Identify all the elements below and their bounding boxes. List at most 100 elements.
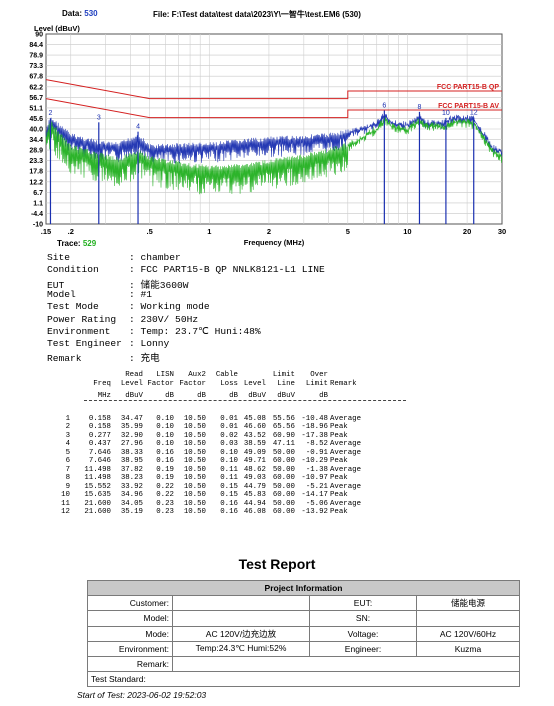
info-row: Remark : 充电 <box>47 350 160 364</box>
section-header: Project Information <box>87 579 520 597</box>
cell-over: -5.21 <box>305 482 328 491</box>
y-tick-label: 84.4 <box>29 42 43 49</box>
data-label: Data: <box>62 9 83 18</box>
column-unit: dBuV <box>248 392 266 400</box>
eut-value: 储能电源 <box>416 595 520 612</box>
column-header: Limit <box>305 380 328 388</box>
info-key: Remark <box>47 353 82 365</box>
info-row: Condition: FCC PART15-B QP NNLK8121-L1 L… <box>47 264 325 275</box>
peak-markers: 2 3 4 6 8 10 12 <box>49 103 478 224</box>
cell-aux: 10.50 <box>183 474 206 483</box>
cell-level: 38.59 <box>243 440 266 449</box>
cell-no: 2 <box>65 423 70 432</box>
cell-over: -17.38 <box>301 431 328 440</box>
environment-value: Temp:24.3℃ Humi:52% <box>172 640 310 657</box>
column-unit: MHz <box>97 392 111 400</box>
test-standard-row: Test Standard: <box>87 671 520 688</box>
cell-aux: 10.50 <box>183 499 206 508</box>
cell-limit: 60.00 <box>272 457 295 466</box>
cell-lisn: 0.23 <box>156 499 174 508</box>
x-tick-label: 1 <box>207 227 211 236</box>
cell-over: -8.52 <box>305 440 328 449</box>
y-tick-label: 34.4 <box>29 137 43 144</box>
header-divider <box>84 400 406 401</box>
cell-remark: Peak <box>330 423 348 432</box>
cell-freq: 0.158 <box>88 423 111 432</box>
cell-cable: 0.02 <box>220 431 238 440</box>
cell-level: 45.08 <box>243 415 266 423</box>
info-value: : 230V/ 50Hz <box>129 313 199 325</box>
info-key: Test Mode <box>47 301 99 313</box>
cell-level: 44.79 <box>243 482 266 491</box>
info-value: : Temp: 23.7℃ Huni:48% <box>129 325 261 337</box>
cell-aux: 10.50 <box>183 440 206 449</box>
info-key: EUT <box>47 279 65 291</box>
column-unit: dB <box>165 392 174 400</box>
cell-lisn: 0.23 <box>156 507 174 516</box>
cell-read: 27.96 <box>120 440 143 449</box>
cell-cable: 0.10 <box>220 457 238 466</box>
info-value: : chamber <box>129 252 181 263</box>
cell-freq: 21.600 <box>84 499 111 508</box>
info-row: Environment : Temp: 23.7℃ Huni:48% <box>47 326 261 337</box>
mode-value: AC 120V/边充边放 <box>172 625 310 642</box>
info-row: EUT: 储能3600W <box>47 277 189 291</box>
column-header: Remark <box>330 380 357 388</box>
cell-remark: Average <box>330 440 362 449</box>
cell-cable: 0.16 <box>220 507 238 516</box>
y-tick-label: -4.4 <box>31 211 43 218</box>
cell-remark: Average <box>330 482 362 491</box>
cell-no: 10 <box>61 491 70 500</box>
info-value: : 充电 <box>129 353 160 365</box>
cell-level: 43.52 <box>243 431 266 440</box>
cell-remark: Peak <box>330 474 348 483</box>
marker-label: 4 <box>136 124 140 131</box>
info-key: Power Rating <box>47 313 117 325</box>
trace-line <box>45 116 503 195</box>
marker-label: 12 <box>470 109 478 116</box>
info-key: Model <box>47 288 76 300</box>
column-header: Read <box>125 371 143 379</box>
marker-label: 3 <box>97 114 101 121</box>
cell-cable: 0.10 <box>220 448 238 457</box>
cell-no: 9 <box>65 482 70 491</box>
cell-no: 4 <box>65 440 70 449</box>
cell-level: 48.62 <box>243 465 266 474</box>
file-path: File: F:\Test data\test data\2023\Y\一智牛\… <box>153 10 361 19</box>
cell-limit: 50.00 <box>272 482 295 491</box>
cell-level: 44.94 <box>243 499 266 508</box>
info-row: Model: #1 <box>47 289 152 300</box>
cell-level: 49.71 <box>243 457 266 466</box>
cell-level: 45.83 <box>243 491 266 500</box>
cell-no: 5 <box>65 448 70 457</box>
cell-level: 49.09 <box>243 448 266 457</box>
y-tick-label: 62.2 <box>29 84 43 91</box>
cell-over: -10.48 <box>301 415 328 423</box>
cell-cable: 0.15 <box>220 491 238 500</box>
customer-label: Customer: <box>87 595 173 612</box>
column-header: Factor <box>179 380 206 388</box>
report-title: Test Report <box>238 556 316 572</box>
cell-remark: Average <box>330 499 362 508</box>
info-key: Environment <box>47 325 111 337</box>
model-label: Model: <box>87 610 173 627</box>
cell-no: 6 <box>65 457 70 466</box>
x-tick-label: .2 <box>68 227 74 236</box>
cell-read: 35.99 <box>120 423 143 432</box>
cell-freq: 21.600 <box>84 507 111 516</box>
x-tick-label: 20 <box>463 227 471 236</box>
environment-label: Environment: <box>87 640 173 657</box>
y-axis-label: Level (dBuV) <box>34 24 80 33</box>
cell-freq: 11.498 <box>84 465 111 474</box>
info-value: : FCC PART15-B QP NNLK8121-L1 LINE <box>129 264 325 276</box>
data-number: Data: 530 <box>62 9 98 18</box>
sn-value <box>416 610 520 627</box>
start-of-test: Start of Test: 2023-06-02 19:52:03 <box>77 690 207 700</box>
engineer-label: Engineer: <box>309 640 417 657</box>
y-tick-label: 28.9 <box>29 148 43 155</box>
cell-no: 8 <box>65 474 70 483</box>
remark-label: Remark: <box>87 655 173 673</box>
cell-no: 3 <box>65 431 70 440</box>
cell-limit: 55.56 <box>272 415 295 423</box>
